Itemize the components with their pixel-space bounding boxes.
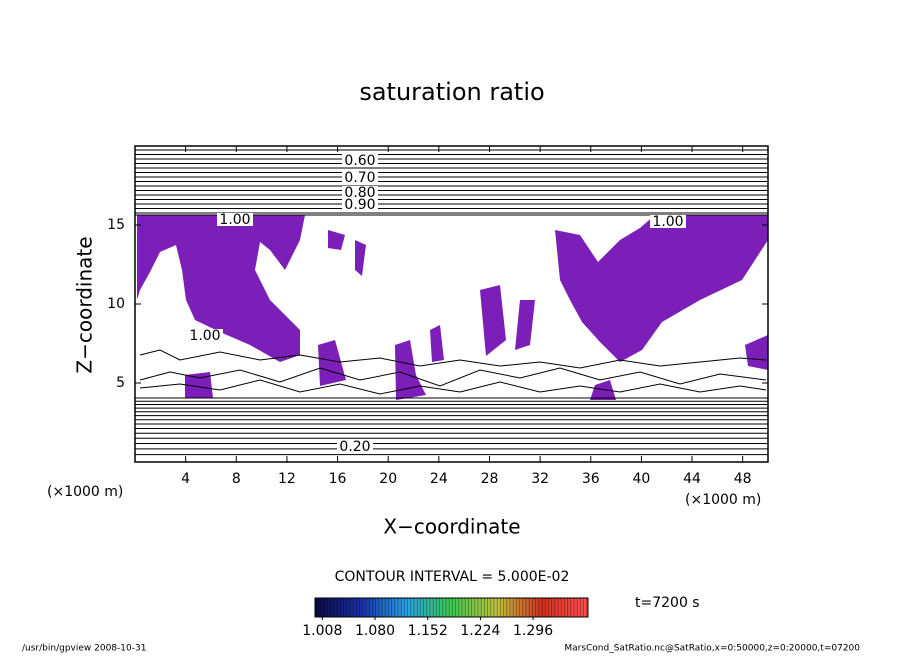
- footer-left: /usr/bin/gpview 2008-10-31: [22, 644, 146, 654]
- contour-label-bg: [187, 329, 223, 342]
- contour-label-bg: [342, 171, 378, 184]
- time-label: t=7200 s: [635, 595, 700, 611]
- x-tick-label: 4: [181, 471, 190, 487]
- contour-label-bg: [650, 215, 686, 228]
- contour-line: [134, 198, 769, 201]
- region: [318, 340, 346, 386]
- y-tick-label: 5: [116, 375, 125, 391]
- contour-line: [134, 153, 769, 156]
- contour-line: [134, 193, 769, 197]
- contour-interval: CONTOUR INTERVAL = 5.000E-02: [335, 569, 570, 585]
- region: [430, 325, 444, 362]
- y-unit: (×1000 m): [47, 484, 123, 500]
- footer-right: MarsCond_SatRatio.nc@SatRatio,x=0:50000,…: [564, 644, 860, 654]
- contour-label: 1.00: [189, 328, 220, 344]
- contour-line: [134, 148, 769, 152]
- x-tick-label: 24: [430, 471, 448, 487]
- contour-line: [134, 171, 769, 174]
- contour-label: 0.90: [344, 197, 375, 213]
- contour-label-bg: [342, 198, 378, 211]
- region: [555, 215, 768, 362]
- plot-area: 0.600.700.800.90 1.00 1.00 1.00 0.20: [134, 145, 769, 463]
- contour-label-bg: [342, 186, 378, 199]
- contour-line: [134, 166, 769, 170]
- region: [355, 240, 366, 276]
- y-tick-label: 10: [107, 296, 125, 312]
- y-axis-label: Z−coordinate: [73, 236, 97, 373]
- contour-line: [139, 379, 767, 395]
- colorbar-tick-label: 1.080: [355, 623, 395, 639]
- contour-line: [139, 367, 767, 387]
- contour-label: 0.20: [339, 439, 370, 455]
- region: [745, 335, 768, 370]
- colorbar-tick-label: 1.224: [460, 623, 500, 639]
- y-tick-label: 15: [107, 217, 125, 233]
- contour-line: [134, 157, 769, 161]
- contour-line: [134, 184, 769, 188]
- x-tick-label: 28: [481, 471, 499, 487]
- region: [395, 340, 426, 400]
- x-tick-label: 16: [329, 471, 347, 487]
- x-axis-label: X−coordinate: [383, 515, 520, 539]
- contour-label: 1.00: [652, 214, 683, 230]
- region: [137, 215, 305, 362]
- colorbar-tick-label: 1.008: [302, 623, 342, 639]
- chart-title: saturation ratio: [359, 78, 544, 106]
- contour-label: 0.80: [344, 185, 375, 201]
- contour-label: 0.70: [344, 170, 375, 186]
- contour-label: 0.60: [344, 153, 375, 169]
- colorbar-tick-label: 1.296: [513, 623, 553, 639]
- x-tick-label: 40: [632, 471, 650, 487]
- region: [480, 285, 506, 356]
- x-tick-label: 32: [531, 471, 549, 487]
- supersaturated-regions: [137, 215, 768, 400]
- x-tick-label: 20: [379, 471, 397, 487]
- contour-label-bg: [342, 154, 378, 167]
- contour-label-bg: [337, 440, 373, 453]
- contour-line: [134, 162, 769, 165]
- region: [590, 380, 616, 400]
- colorbar: [314, 597, 589, 618]
- x-tick-label: 44: [683, 471, 701, 487]
- x-unit: (×1000 m): [685, 492, 761, 508]
- region: [185, 372, 213, 398]
- contour-line: [139, 349, 767, 369]
- contour-line: [134, 180, 769, 183]
- contour-line: [134, 189, 769, 192]
- contour-line: [134, 207, 769, 210]
- colorbar-tick-label: 1.152: [408, 623, 448, 639]
- x-tick-label: 48: [734, 471, 752, 487]
- contour-line: [134, 202, 769, 206]
- contour-label: 1.00: [219, 212, 250, 228]
- x-tick-label: 8: [232, 471, 241, 487]
- x-tick-label: 12: [278, 471, 296, 487]
- x-tick-label: 36: [582, 471, 600, 487]
- region: [515, 300, 535, 350]
- contour-label-bg: [217, 213, 253, 226]
- contour-line: [134, 175, 769, 179]
- region: [328, 230, 345, 250]
